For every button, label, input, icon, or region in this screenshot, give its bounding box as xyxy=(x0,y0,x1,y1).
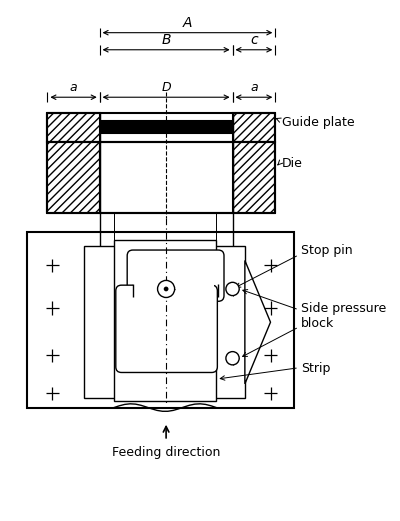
Text: c: c xyxy=(250,33,258,47)
Text: Stop pin: Stop pin xyxy=(301,244,352,257)
Text: A: A xyxy=(183,16,192,30)
Text: Die: Die xyxy=(282,157,303,170)
FancyBboxPatch shape xyxy=(127,250,224,301)
Bar xyxy=(26,232,294,407)
Text: B: B xyxy=(161,33,171,47)
Circle shape xyxy=(226,352,239,365)
Text: Guide plate: Guide plate xyxy=(282,116,354,129)
Bar xyxy=(114,240,216,401)
FancyBboxPatch shape xyxy=(116,285,217,373)
Text: Side pressure
block: Side pressure block xyxy=(301,302,386,329)
Circle shape xyxy=(226,282,239,295)
Text: D: D xyxy=(161,81,171,94)
Bar xyxy=(100,121,232,133)
Polygon shape xyxy=(245,260,270,384)
Bar xyxy=(100,142,232,213)
Text: Strip: Strip xyxy=(301,362,330,375)
Bar xyxy=(232,114,275,142)
Text: a: a xyxy=(70,81,77,94)
Text: Feeding direction: Feeding direction xyxy=(112,445,220,458)
Text: a: a xyxy=(250,81,258,94)
Bar xyxy=(232,142,275,213)
Bar xyxy=(48,114,100,142)
Bar xyxy=(84,246,245,398)
Circle shape xyxy=(164,287,168,291)
Bar xyxy=(133,284,214,294)
Bar xyxy=(48,142,100,213)
Circle shape xyxy=(158,280,175,297)
